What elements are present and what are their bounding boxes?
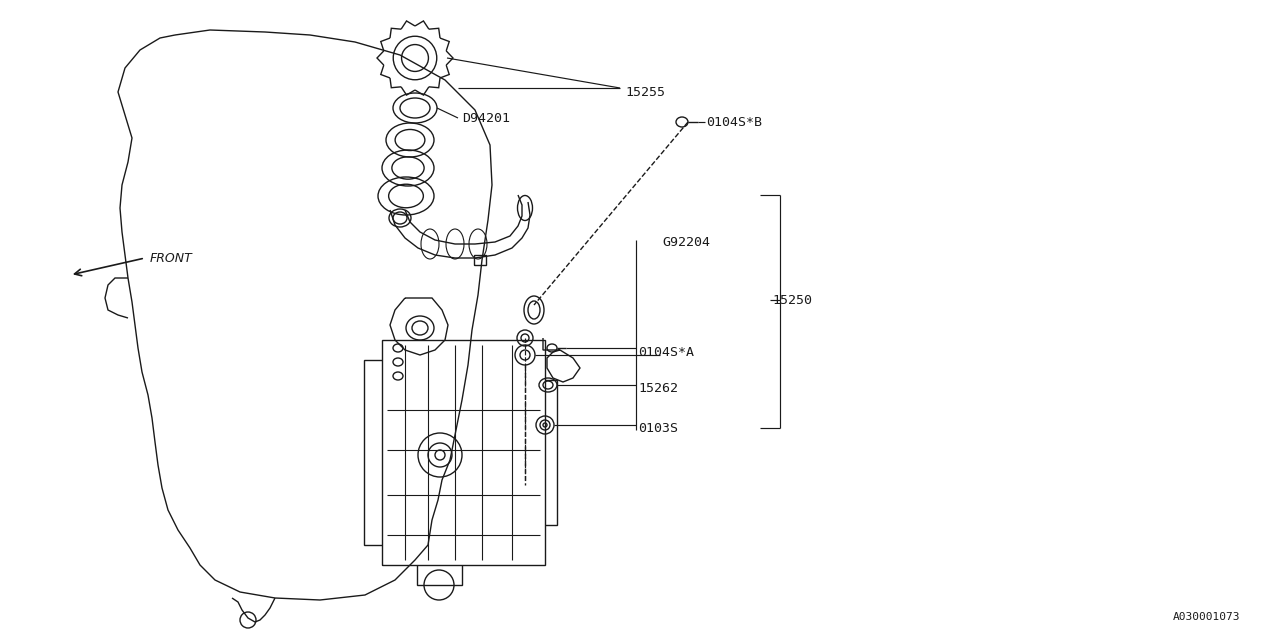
Text: 15255: 15255	[625, 86, 666, 99]
Text: 0104S*B: 0104S*B	[707, 115, 762, 129]
Text: 15262: 15262	[637, 381, 678, 394]
Text: 0103S: 0103S	[637, 422, 678, 435]
Text: FRONT: FRONT	[150, 252, 193, 264]
Text: A030001073: A030001073	[1172, 612, 1240, 622]
Text: D94201: D94201	[462, 111, 509, 125]
Text: G92204: G92204	[662, 237, 710, 250]
Text: 0104S*A: 0104S*A	[637, 346, 694, 358]
Text: 15250: 15250	[772, 294, 812, 307]
